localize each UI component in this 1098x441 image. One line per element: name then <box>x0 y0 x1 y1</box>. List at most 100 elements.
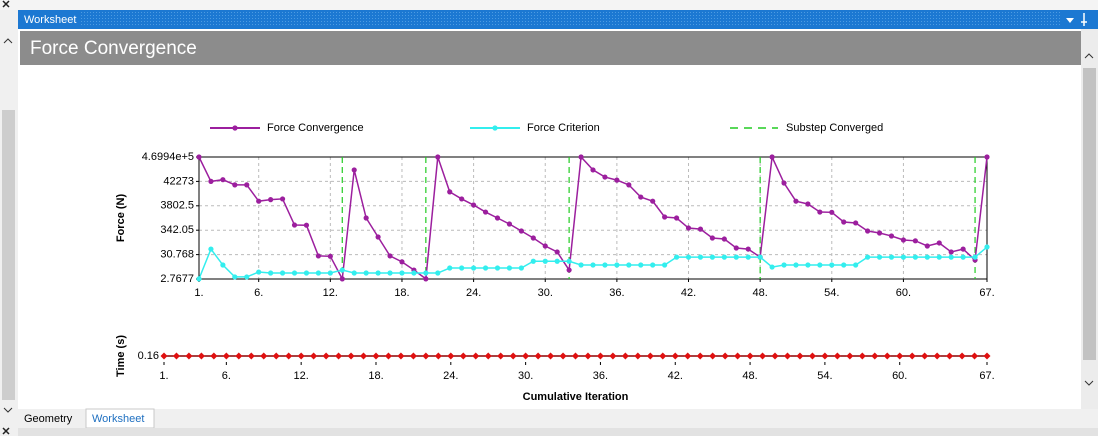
point <box>924 254 930 260</box>
point <box>609 352 617 360</box>
point <box>322 352 330 360</box>
point <box>757 254 763 260</box>
x-tick-label: 36. <box>609 287 624 299</box>
point <box>626 262 632 268</box>
point <box>721 352 729 360</box>
point <box>781 262 787 268</box>
scroll-down[interactable] <box>1084 380 1094 386</box>
point <box>912 254 918 260</box>
point <box>422 352 430 360</box>
point <box>578 262 584 268</box>
point <box>865 254 871 260</box>
point <box>745 246 751 252</box>
point <box>530 258 536 264</box>
point <box>185 352 193 360</box>
point <box>876 230 883 236</box>
point <box>709 352 717 360</box>
point <box>972 254 978 260</box>
x-tick-label: 60. <box>892 370 907 382</box>
x-tick-label: 67. <box>979 287 994 299</box>
x-tick-label: 48. <box>742 370 757 382</box>
scroll-down[interactable] <box>3 407 13 413</box>
point <box>781 180 787 186</box>
y-axis-title: Time (s) <box>115 335 127 377</box>
point <box>638 194 644 200</box>
point <box>518 228 524 234</box>
point <box>876 254 883 260</box>
point <box>327 253 333 259</box>
point <box>590 167 596 173</box>
menu-icon[interactable] <box>1066 18 1074 23</box>
close-icon[interactable] <box>2 0 10 8</box>
point <box>196 276 202 282</box>
point <box>841 262 847 268</box>
point <box>172 352 180 360</box>
point <box>518 265 524 271</box>
point <box>506 221 513 227</box>
point <box>397 352 405 360</box>
point <box>506 265 513 271</box>
status-strip <box>18 428 1098 436</box>
scroll-up[interactable] <box>3 38 13 44</box>
pin-icon[interactable] <box>1081 13 1087 26</box>
plot-frame <box>198 156 988 280</box>
point <box>399 259 405 265</box>
point <box>646 352 654 360</box>
left-scroll-thumb <box>2 110 15 400</box>
point <box>783 352 791 360</box>
point <box>220 262 226 268</box>
point <box>697 254 704 260</box>
point <box>805 201 811 207</box>
point <box>494 265 501 271</box>
point <box>858 352 866 360</box>
point <box>662 214 668 220</box>
point <box>497 352 505 360</box>
point <box>339 276 345 282</box>
point <box>709 235 715 241</box>
point <box>578 154 584 160</box>
close-icon[interactable] <box>2 427 10 435</box>
point <box>948 254 954 260</box>
point <box>375 234 381 240</box>
point <box>285 352 293 360</box>
point <box>196 154 202 160</box>
point <box>260 352 268 360</box>
point <box>721 236 727 242</box>
point <box>796 352 804 360</box>
x-tick-label: 48. <box>753 287 768 299</box>
tab[interactable]: Worksheet <box>92 413 144 425</box>
scroll-up[interactable] <box>1084 53 1094 59</box>
point <box>256 269 262 275</box>
tab[interactable]: Geometry <box>24 413 73 425</box>
y-tick-label: 0.16 <box>138 350 159 362</box>
x-tick-label: 1. <box>194 287 203 299</box>
point <box>351 167 357 173</box>
point <box>883 352 891 360</box>
point <box>948 249 954 255</box>
point <box>247 352 255 360</box>
point <box>559 352 567 360</box>
point <box>958 352 966 360</box>
point <box>272 352 280 360</box>
point <box>399 270 405 276</box>
point <box>315 270 321 276</box>
x-tick-label: 67. <box>979 370 994 382</box>
point <box>650 198 656 204</box>
point <box>566 258 572 264</box>
point <box>621 352 629 360</box>
point <box>291 270 298 276</box>
x-tick-label: 18. <box>394 287 409 299</box>
point <box>734 352 742 360</box>
x-tick-label: 12. <box>294 370 309 382</box>
point <box>244 274 250 280</box>
point <box>268 270 274 276</box>
legend-label: Substep Converged <box>786 122 883 134</box>
point <box>315 253 321 259</box>
point <box>566 267 572 273</box>
point <box>447 352 455 360</box>
scroll-thumb[interactable] <box>1083 68 1096 360</box>
point <box>596 352 604 360</box>
point <box>363 215 369 221</box>
point <box>208 178 214 184</box>
